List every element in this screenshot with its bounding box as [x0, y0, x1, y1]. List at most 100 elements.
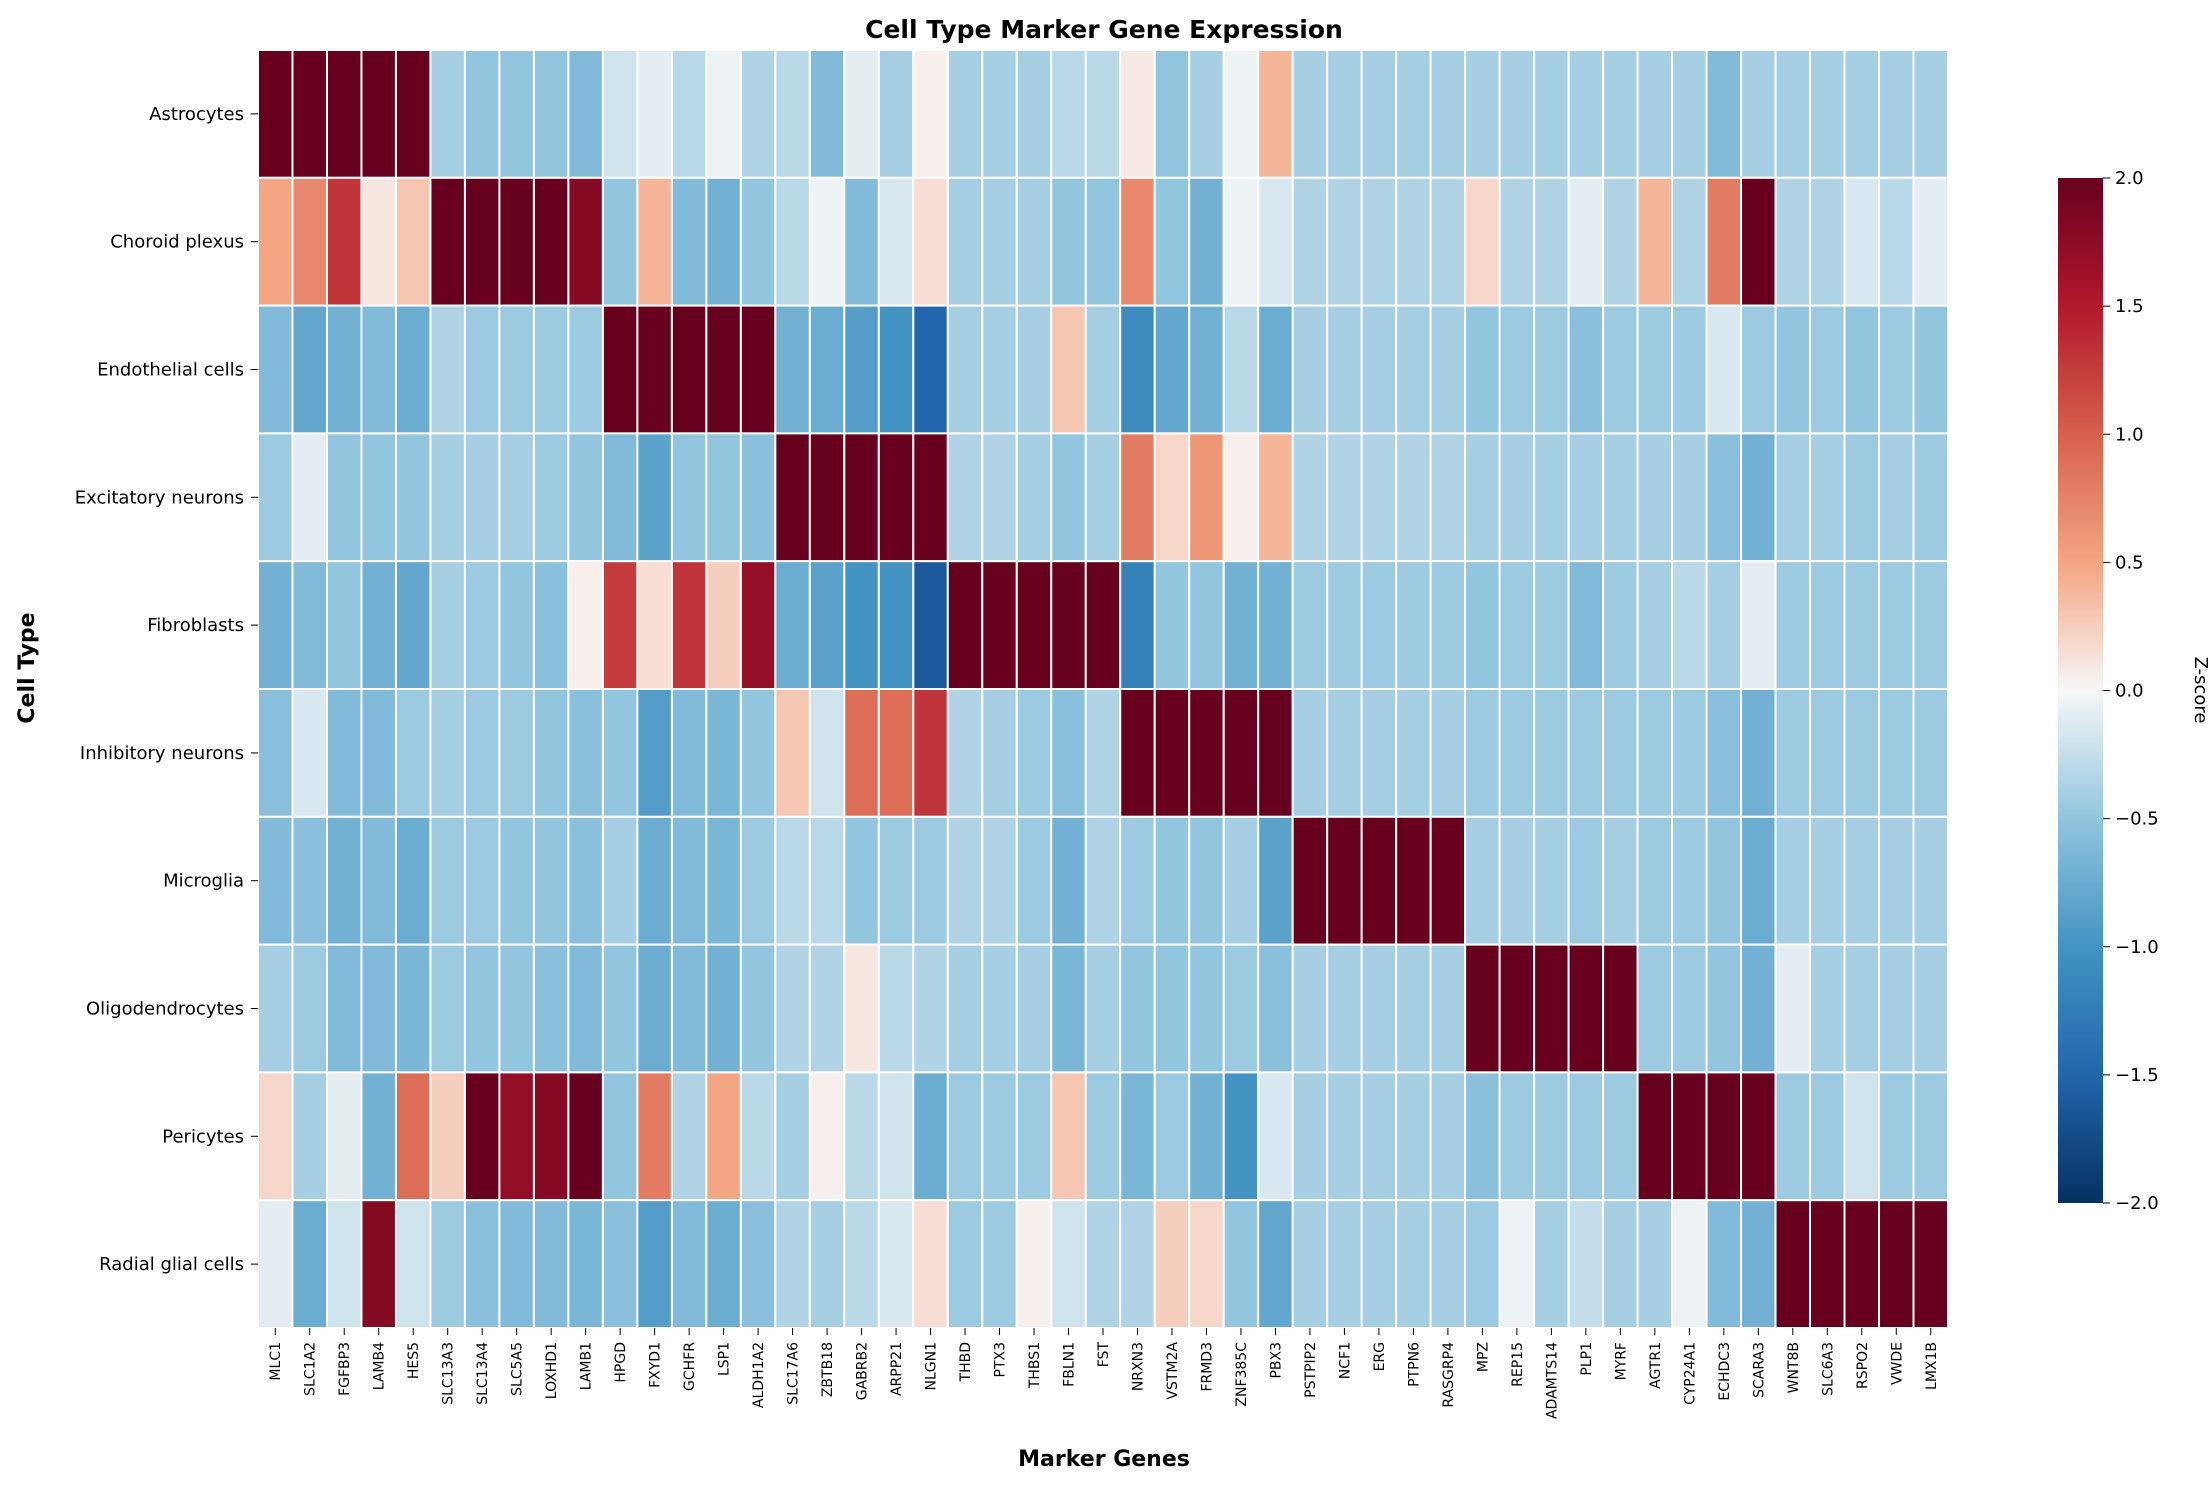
heatmap-cell	[843, 176, 880, 307]
heatmap-cell	[429, 1071, 466, 1202]
heatmap-cell	[1360, 688, 1398, 818]
heatmap-cell	[394, 815, 432, 946]
heatmap-cell	[981, 943, 1018, 1074]
heatmap-cell	[1567, 1199, 1605, 1329]
heatmap-cell	[1912, 688, 1950, 818]
heatmap-cell	[1015, 1071, 1053, 1202]
heatmap-cell	[1360, 943, 1398, 1074]
heatmap-cell	[774, 1071, 811, 1202]
heatmap-cell	[360, 1071, 397, 1202]
heatmap-cell	[360, 943, 397, 1074]
heatmap-cell	[1843, 176, 1881, 307]
heatmap-cell	[1188, 432, 1225, 563]
heatmap-cell	[1119, 1199, 1156, 1329]
heatmap-cell	[1222, 1199, 1260, 1329]
column-label: LMX1B	[1924, 1342, 1940, 1390]
heatmap-cell	[1084, 304, 1122, 435]
heatmap-cell	[981, 304, 1018, 435]
heatmap-cell	[1153, 1071, 1191, 1202]
heatmap-cell	[1705, 815, 1743, 946]
heatmap-cell	[1878, 688, 1915, 818]
heatmap-cell	[1602, 688, 1639, 818]
heatmap-cell	[394, 49, 432, 179]
heatmap-cell	[429, 815, 466, 946]
heatmap-cell	[1567, 560, 1605, 691]
heatmap-cell	[394, 1199, 432, 1329]
heatmap-cell	[325, 560, 363, 691]
heatmap-cell	[1705, 304, 1743, 435]
heatmap-cell	[705, 49, 742, 179]
heatmap-cell	[1464, 560, 1501, 691]
heatmap-cell	[1912, 1199, 1950, 1329]
heatmap-cell	[601, 688, 639, 818]
heatmap-cell	[257, 815, 294, 946]
heatmap-cells	[257, 49, 1950, 1329]
heatmap-cell	[636, 815, 673, 946]
heatmap-cell	[877, 943, 915, 1074]
heatmap-cell	[532, 815, 570, 946]
heatmap-cell	[636, 176, 673, 307]
heatmap-cell	[257, 688, 294, 818]
column-label: SLC17A6	[786, 1342, 802, 1405]
heatmap-cell	[567, 176, 604, 307]
heatmap-cell	[1429, 176, 1467, 307]
heatmap-cell	[257, 49, 294, 179]
heatmap-cell	[877, 1071, 915, 1202]
heatmap-cell	[1429, 560, 1467, 691]
heatmap-cell	[567, 943, 604, 1074]
heatmap-cell	[774, 688, 811, 818]
heatmap-cell	[257, 1071, 294, 1202]
heatmap-cell	[981, 1199, 1018, 1329]
heatmap-cell	[1912, 1071, 1950, 1202]
heatmap-cell	[1671, 1071, 1708, 1202]
row-label: Microglia	[163, 871, 244, 892]
heatmap-cell	[739, 49, 777, 179]
heatmap-cell	[912, 560, 949, 691]
heatmap-cell	[1119, 560, 1156, 691]
heatmap-cell	[360, 815, 397, 946]
heatmap-cell	[705, 815, 742, 946]
heatmap-cell	[1291, 304, 1329, 435]
heatmap-cell	[1878, 1199, 1915, 1329]
heatmap-cell	[257, 1199, 294, 1329]
heatmap-cell	[498, 943, 535, 1074]
heatmap-cell	[1257, 49, 1294, 179]
heatmap-cell	[1774, 815, 1812, 946]
heatmap-cell	[1533, 1199, 1570, 1329]
heatmap-cell	[1498, 560, 1536, 691]
heatmap-cell	[1050, 815, 1087, 946]
column-label: PLP1	[1579, 1342, 1595, 1376]
heatmap-cell	[1222, 49, 1260, 179]
heatmap-cell	[636, 943, 673, 1074]
heatmap-cell	[843, 688, 880, 818]
heatmap-cell	[1119, 815, 1156, 946]
heatmap-cell	[1015, 815, 1053, 946]
heatmap-cell	[1257, 1199, 1294, 1329]
heatmap-cell	[946, 1071, 984, 1202]
heatmap-cell	[1705, 1071, 1743, 1202]
heatmap-cell	[1636, 815, 1674, 946]
column-label: PTPN6	[1406, 1342, 1422, 1387]
heatmap-cell	[1705, 49, 1743, 179]
heatmap-cell	[1326, 688, 1363, 818]
heatmap-cell	[567, 688, 604, 818]
heatmap-cell	[739, 304, 777, 435]
heatmap-cell	[1774, 560, 1812, 691]
heatmap-cell	[1084, 560, 1122, 691]
heatmap-cell	[1671, 432, 1708, 563]
row-label: Oligodendrocytes	[86, 999, 244, 1020]
heatmap-cell	[1602, 815, 1639, 946]
heatmap-cell	[429, 1199, 466, 1329]
heatmap-cell	[257, 432, 294, 563]
heatmap-cell	[670, 560, 708, 691]
row-labels: Astrocytes Choroid plexus Endothelial cell…	[75, 104, 258, 1275]
heatmap-cell	[532, 176, 570, 307]
heatmap-cell	[567, 560, 604, 691]
heatmap-cell	[463, 815, 501, 946]
heatmap-cell	[1084, 1199, 1122, 1329]
heatmap-cell	[1843, 49, 1881, 179]
heatmap-cell	[1084, 688, 1122, 818]
heatmap-cell	[808, 49, 846, 179]
heatmap-cell	[325, 49, 363, 179]
